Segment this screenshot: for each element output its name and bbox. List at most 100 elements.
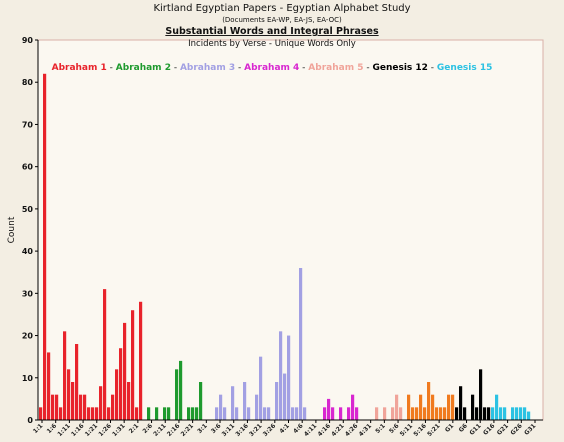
bar <box>231 386 235 420</box>
bar <box>199 382 203 420</box>
bar <box>115 369 119 420</box>
chart-heading: Substantial Words and Integral Phrases <box>165 26 379 37</box>
y-tick-label: 0 <box>27 416 33 425</box>
bar <box>139 301 143 420</box>
bar <box>43 73 47 421</box>
bar <box>59 407 63 420</box>
bar <box>75 344 79 420</box>
bar <box>287 335 291 420</box>
bar <box>279 331 283 420</box>
bar <box>91 407 95 420</box>
bar <box>347 407 351 420</box>
bar <box>487 407 491 420</box>
bar <box>475 407 479 420</box>
bar <box>219 394 223 420</box>
bar <box>67 369 71 420</box>
bar <box>491 407 495 420</box>
bar <box>247 407 251 420</box>
bar <box>395 394 399 420</box>
plot-area <box>37 39 544 421</box>
bar <box>187 407 191 420</box>
legend-entry: Genesis 15 <box>437 63 492 73</box>
bar <box>427 382 431 420</box>
bar <box>163 407 167 420</box>
bar <box>191 407 195 420</box>
bar <box>267 407 271 420</box>
bar <box>519 407 523 420</box>
bar <box>99 386 103 420</box>
bar <box>215 407 219 420</box>
bar <box>195 407 199 420</box>
bar <box>503 407 507 420</box>
bar <box>515 407 519 420</box>
bar <box>83 394 87 420</box>
bar <box>499 407 503 420</box>
chart-subtitle: (Documents EA-WP, EA-JS, EA-OC) <box>222 16 342 24</box>
legend-entry: Abraham 4 <box>244 63 299 73</box>
bar <box>255 394 259 420</box>
bar <box>331 407 335 420</box>
y-axis: 0 10 20 30 40 50 60 70 80 90 <box>22 36 39 425</box>
bar <box>123 322 127 420</box>
bar <box>103 289 107 420</box>
bar <box>283 373 287 420</box>
bar <box>87 407 91 420</box>
bar <box>383 407 387 420</box>
legend: Abraham 1 - Abraham 2 - Abraham 3 - Abra… <box>52 63 493 73</box>
bar <box>463 407 467 420</box>
bar <box>263 407 267 420</box>
legend-entry: Abraham 5 <box>308 63 363 73</box>
bar <box>431 394 435 420</box>
bar <box>459 386 463 420</box>
bar <box>351 394 355 420</box>
bar <box>451 394 455 420</box>
bar <box>131 310 135 420</box>
bar <box>455 407 459 420</box>
bar <box>63 331 67 420</box>
y-tick-label: 50 <box>22 205 34 214</box>
bar <box>135 407 139 420</box>
bar <box>295 407 299 420</box>
y-tick-label: 60 <box>22 163 34 172</box>
legend-separator: - <box>363 63 372 73</box>
bar <box>375 407 379 420</box>
bar <box>419 394 423 420</box>
bar <box>439 407 443 420</box>
bar <box>95 407 99 420</box>
bar <box>107 407 111 420</box>
x-tick-label: G6 <box>458 422 469 433</box>
bar <box>355 407 359 420</box>
y-tick-label: 10 <box>22 374 34 383</box>
y-tick-label: 70 <box>22 120 34 129</box>
x-tick-label: G1 <box>444 422 455 433</box>
bar <box>111 394 115 420</box>
bar <box>179 360 183 420</box>
bar <box>527 411 531 420</box>
bar <box>399 407 403 420</box>
legend-entry: Abraham 2 <box>116 63 171 73</box>
bar <box>415 407 419 420</box>
bar <box>243 382 247 420</box>
y-tick-label: 30 <box>22 289 34 298</box>
bar <box>55 394 59 420</box>
chart-title: Kirtland Egyptian Papers - Egyptian Alph… <box>153 3 410 14</box>
bar <box>155 407 159 420</box>
chart-subheading: Incidents by Verse - Unique Words Only <box>188 39 356 49</box>
y-axis-label: Count <box>7 216 17 243</box>
bar <box>47 352 51 420</box>
bar <box>483 407 487 420</box>
bar <box>127 382 131 420</box>
bar <box>523 407 527 420</box>
bar <box>259 356 263 420</box>
bar <box>291 407 295 420</box>
bar <box>299 268 303 420</box>
y-tick-label: 20 <box>22 332 34 341</box>
bar <box>391 407 395 420</box>
bar <box>447 394 451 420</box>
bar <box>147 407 151 420</box>
bar <box>167 407 171 420</box>
bar <box>71 382 75 420</box>
bar <box>223 407 227 420</box>
y-tick-label: 40 <box>22 247 34 256</box>
